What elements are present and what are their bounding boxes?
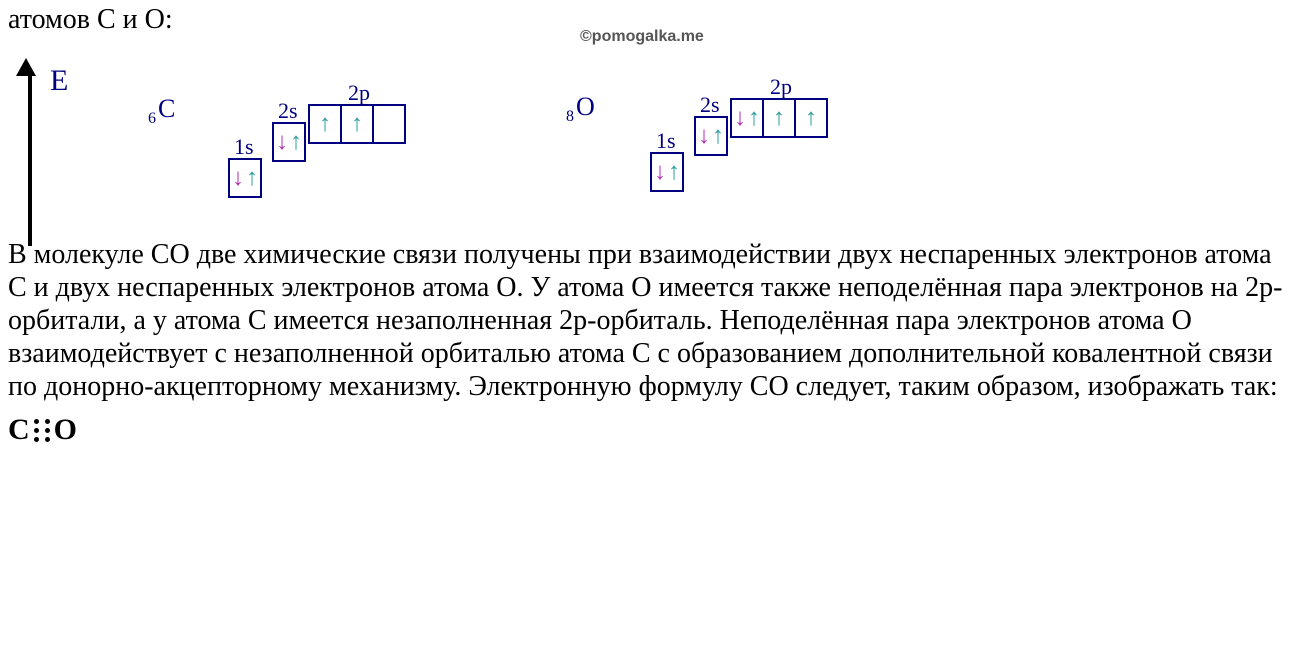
body-paragraph: В молекуле CO две химические связи получ… — [8, 238, 1293, 403]
orbital-diagram: E 6C 8O 1s↓↑2s↓↑2p↑↑1s↓↑2s↓↑2p↓↑↑↑ — [8, 40, 1293, 230]
carbon-subscript: 6 — [148, 110, 156, 127]
lewis-dot-row — [34, 437, 50, 442]
electron-arrow-down: ↓ — [698, 124, 710, 148]
oxygen-1s-box: ↓↑ — [650, 152, 684, 192]
lewis-dot-row — [34, 419, 50, 424]
electron-arrow-down: ↓ — [276, 130, 288, 154]
lewis-dot — [45, 428, 50, 433]
lewis-carbon: C — [8, 413, 30, 447]
electron-arrow-up: ↑ — [668, 160, 680, 184]
energy-axis-label: E — [50, 64, 68, 98]
carbon-atom-label: 6C — [148, 94, 175, 128]
electron-arrow-up: ↑ — [805, 106, 817, 130]
lewis-dots — [34, 419, 50, 442]
electron-arrow-down: ↓ — [654, 160, 666, 184]
lewis-dot-row — [34, 428, 50, 433]
oxygen-1s-label: 1s — [656, 128, 676, 154]
lewis-structure: C O — [8, 413, 1293, 447]
oxygen-atom-label: 8O — [566, 92, 595, 126]
oxygen-2p-box-2: ↑ — [762, 98, 796, 138]
electron-arrow-down: ↓ — [734, 106, 746, 130]
lewis-oxygen: O — [54, 413, 77, 447]
oxygen-2p-label: 2p — [770, 74, 792, 100]
lewis-dot — [45, 419, 50, 424]
electron-arrow-up: ↑ — [773, 106, 785, 130]
oxygen-2s-box: ↓↑ — [694, 116, 728, 156]
oxygen-subscript: 8 — [566, 108, 574, 125]
carbon-2s-box: ↓↑ — [272, 122, 306, 162]
carbon-2p-box-2: ↑ — [340, 104, 374, 144]
carbon-2p-label: 2p — [348, 80, 370, 106]
lewis-dot — [34, 419, 39, 424]
electron-arrow-up: ↑ — [712, 124, 724, 148]
electron-arrow-up: ↑ — [748, 106, 760, 130]
carbon-2p-box-1: ↑ — [308, 104, 342, 144]
electron-arrow-down: ↓ — [232, 166, 244, 190]
oxygen-symbol: O — [576, 92, 595, 121]
oxygen-2p-box-1: ↓↑ — [730, 98, 764, 138]
oxygen-2p-box-3: ↑ — [794, 98, 828, 138]
carbon-2p-box-3 — [372, 104, 406, 144]
electron-arrow-up: ↑ — [246, 166, 258, 190]
lewis-dot — [45, 437, 50, 442]
electron-arrow-up: ↑ — [290, 130, 302, 154]
electron-arrow-up: ↑ — [319, 112, 331, 136]
carbon-1s-label: 1s — [234, 134, 254, 160]
carbon-1s-box: ↓↑ — [228, 158, 262, 198]
oxygen-2s-label: 2s — [700, 92, 720, 118]
lewis-dot — [34, 437, 39, 442]
lewis-dot — [34, 428, 39, 433]
carbon-symbol: C — [158, 94, 175, 123]
carbon-2s-label: 2s — [278, 98, 298, 124]
electron-arrow-up: ↑ — [351, 112, 363, 136]
energy-axis-arrow — [24, 58, 36, 246]
